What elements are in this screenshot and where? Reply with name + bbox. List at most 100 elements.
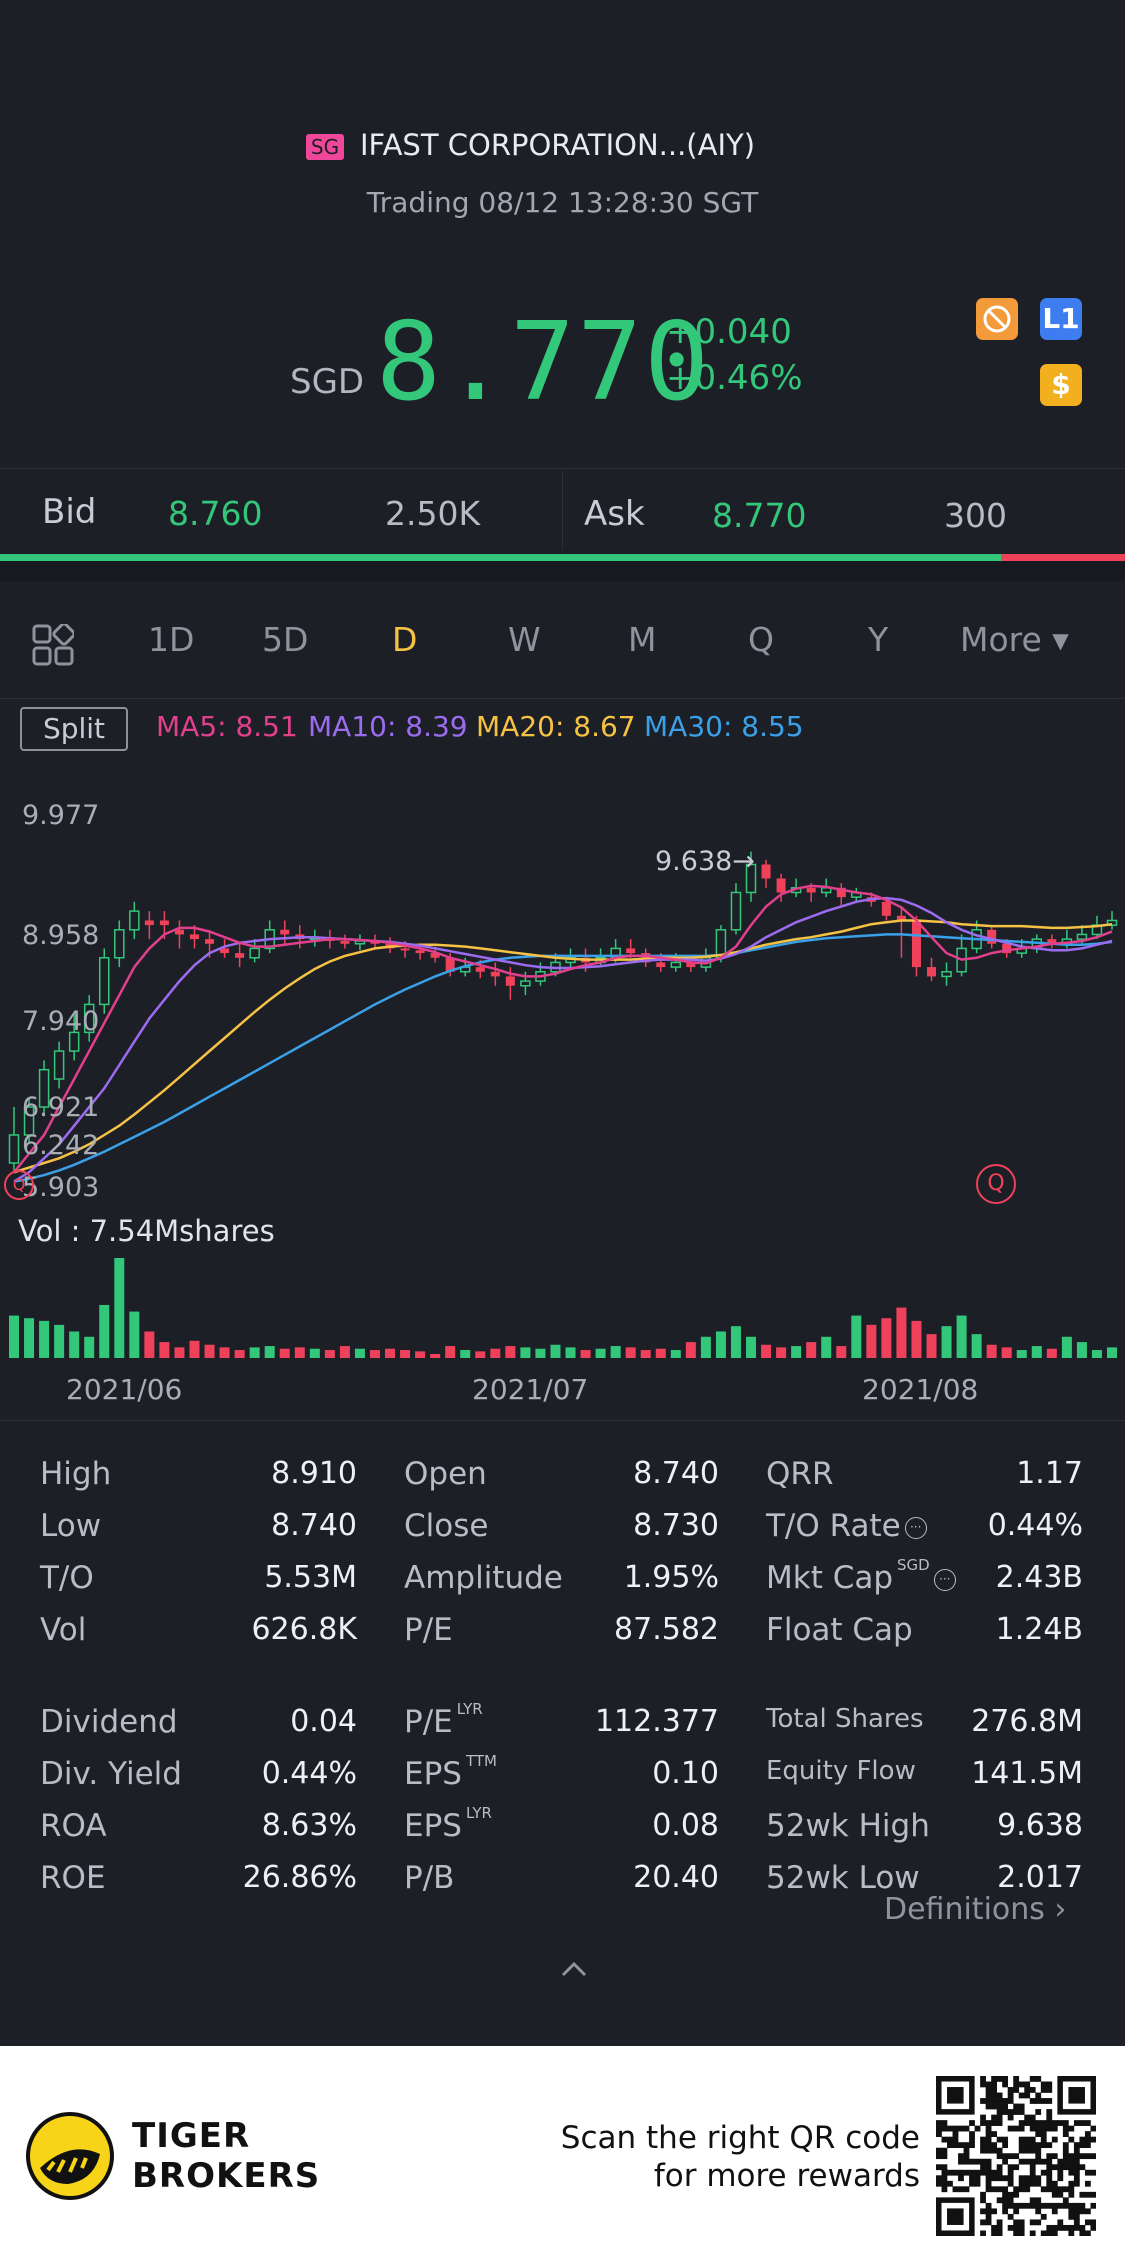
no-trade-icon[interactable] <box>976 298 1018 340</box>
tab-q[interactable]: Q <box>748 620 774 659</box>
volume-bar <box>84 1336 95 1358</box>
candle <box>520 980 531 987</box>
volume-bar <box>655 1348 666 1358</box>
volume-bar <box>339 1346 350 1358</box>
collapse-chevron-icon[interactable] <box>560 1960 588 1982</box>
quote-header: SG IFAST CORPORATION...(AIY) Trading 08/… <box>0 0 1125 468</box>
stat-label: Dividend <box>40 1704 178 1740</box>
split-button[interactable]: Split <box>20 707 128 751</box>
bid-ratio-fill <box>0 554 1002 561</box>
tab-d[interactable]: D <box>392 620 418 659</box>
volume-bar <box>144 1331 155 1358</box>
ma10-line <box>13 896 1113 1183</box>
volume-bar <box>926 1334 937 1358</box>
promo-text: for more rewards <box>653 2158 920 2194</box>
candle <box>144 920 154 926</box>
qr-code-icon[interactable] <box>936 2076 1096 2236</box>
definitions-link[interactable]: Definitions › <box>884 1892 1067 1927</box>
volume-bar <box>1076 1342 1087 1358</box>
volume-bar <box>821 1336 832 1358</box>
volume-bar <box>700 1336 711 1358</box>
bid-size: 2.50K <box>385 494 481 533</box>
stat-value: 0.44% <box>261 1756 357 1791</box>
info-icon[interactable]: ··· <box>933 1568 956 1591</box>
volume-bar <box>39 1320 50 1358</box>
tab-m[interactable]: M <box>628 620 657 659</box>
q-marker-icon[interactable]: Q <box>976 1164 1016 1204</box>
stock-title[interactable]: IFAST CORPORATION...(AIY) <box>360 128 756 162</box>
candle <box>761 864 771 879</box>
volume-bar <box>1016 1350 1027 1358</box>
volume-bar <box>99 1304 110 1358</box>
x-tick-label: 2021/08 <box>862 1373 979 1406</box>
volume-bar <box>174 1347 185 1358</box>
volume-bar <box>279 1348 290 1358</box>
promo-text: Scan the right QR code <box>560 2120 920 2156</box>
q-marker-icon[interactable]: Q <box>4 1170 34 1200</box>
stat-label: P/B <box>404 1860 455 1896</box>
volume-bar <box>234 1350 245 1358</box>
price-chart[interactable] <box>0 780 1125 1400</box>
volume-bar <box>54 1324 65 1358</box>
candle <box>1002 943 1012 954</box>
volume-bar <box>685 1342 696 1358</box>
divider <box>0 698 1125 699</box>
candle <box>38 1068 50 1108</box>
layout-grid-icon[interactable] <box>32 622 76 670</box>
candle <box>475 967 485 972</box>
ma5-line <box>13 884 1113 1174</box>
info-icon[interactable]: ··· <box>904 1516 927 1539</box>
stat-label: T/O Rate ··· <box>766 1508 927 1544</box>
section-gap <box>0 561 1125 581</box>
volume-bar <box>324 1350 335 1358</box>
volume-bar <box>1031 1346 1042 1358</box>
y-tick-label: 6.921 <box>22 1092 100 1123</box>
candle <box>129 910 140 931</box>
stat-label: 52wk High <box>766 1808 930 1844</box>
stat-value: 0.10 <box>652 1756 719 1791</box>
stat-label: Equity Flow <box>766 1756 916 1786</box>
stat-value: 20.40 <box>633 1860 719 1895</box>
dollar-icon[interactable]: $ <box>1040 364 1082 406</box>
volume-bar <box>730 1326 741 1358</box>
volume-bar <box>851 1315 862 1358</box>
volume-bar <box>114 1258 125 1358</box>
stat-value: 8.910 <box>271 1456 357 1491</box>
volume-bar <box>294 1347 305 1358</box>
volume-bar <box>430 1354 441 1358</box>
level1-icon[interactable]: L1 <box>1040 298 1082 340</box>
tab-5d[interactable]: 5D <box>262 620 309 659</box>
candle <box>806 887 816 893</box>
tab-y[interactable]: Y <box>868 620 889 659</box>
volume-bar <box>400 1350 411 1358</box>
ma20-legend: MA20: 8.67 <box>476 710 636 743</box>
candle <box>745 863 757 894</box>
tab-1d[interactable]: 1D <box>148 620 195 659</box>
y-tick-label: 8.958 <box>22 920 100 951</box>
x-tick-label: 2021/06 <box>66 1373 183 1406</box>
candle <box>174 929 184 935</box>
candle <box>280 929 290 935</box>
volume-bar <box>971 1334 982 1358</box>
stat-label: P/E <box>404 1612 453 1648</box>
stat-label: Close <box>404 1508 489 1544</box>
candle <box>911 920 921 968</box>
tab-w[interactable]: W <box>508 620 541 659</box>
volume-bar <box>791 1346 802 1358</box>
volume-bars <box>9 1258 1117 1358</box>
stat-label: EPS LYR <box>404 1804 492 1844</box>
tab-more[interactable]: More ▾ <box>960 620 1069 659</box>
candle <box>1047 939 1057 944</box>
volume-bar <box>896 1307 907 1358</box>
price-change: +0.040 <box>666 312 792 352</box>
candle <box>730 891 742 931</box>
volume-bar <box>806 1342 817 1358</box>
volume-bar <box>941 1326 952 1358</box>
stat-label: Float Cap <box>766 1612 913 1648</box>
volume-bar <box>460 1350 471 1358</box>
y-tick-label: 6.242 <box>22 1130 100 1161</box>
volume-bar <box>986 1344 997 1358</box>
stat-label: ROA <box>40 1808 107 1844</box>
stat-label: 52wk Low <box>766 1860 920 1896</box>
volume-bar <box>640 1350 651 1358</box>
